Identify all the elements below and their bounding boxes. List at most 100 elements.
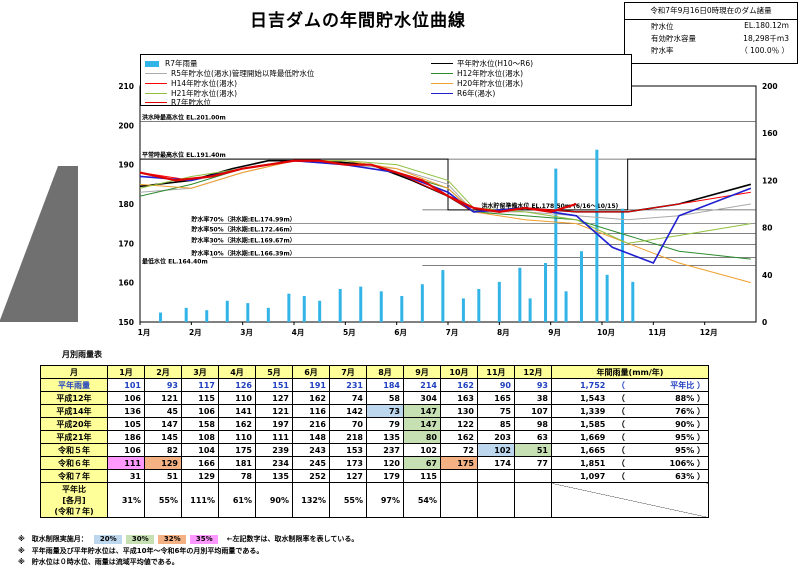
blank-cell (551, 482, 709, 518)
legend-item: H21年貯水位(渇水) (145, 88, 237, 99)
table-cell: 105 (107, 417, 145, 431)
ratio-cell: 31% (107, 482, 145, 518)
table-cell: 153 (329, 443, 367, 457)
y2-tick-label: 120 (762, 176, 778, 185)
table-cell: 90 (477, 378, 515, 392)
table-cell: 93 (514, 378, 552, 392)
chart-legend: R7年雨量 R5年貯水位(渇水)管理開始以降最低貯水位 H14年貯水位(渇水) H21… (140, 54, 632, 107)
annual-total: 1,851 (551, 456, 609, 470)
table-cell: 135 (255, 469, 293, 483)
legend-label: R7年貯水位 (171, 98, 211, 107)
legend-swatch (431, 93, 453, 94)
rain-bar (379, 291, 383, 322)
table-cell: 31 (107, 469, 145, 483)
table-header: 9月 (403, 365, 441, 379)
ratio-cell: 132% (292, 482, 330, 518)
reference-label: 貯水率50%（洪水期:EL.172.46m） (191, 226, 295, 234)
table-cell: 67 (403, 456, 441, 470)
table-cell: 45 (144, 404, 182, 418)
rain-bar (554, 168, 558, 322)
legend-swatch (431, 83, 453, 84)
table-cell: 116 (292, 404, 330, 418)
table-cell: 129 (144, 456, 182, 470)
legend-swatch (431, 73, 453, 74)
legend-item: H12年貯水位(渇水) (431, 68, 523, 79)
table-cell: 186 (107, 430, 145, 444)
table-cell (440, 469, 478, 483)
paren-open: （ (608, 430, 634, 444)
ratio-cell (440, 482, 478, 518)
note-restriction: ※ 取水制限実施月： 20% 30% 32% 35% ←左記数字は、取水制限率を表して… (18, 535, 359, 544)
annual-total: 1,097 (551, 469, 609, 483)
table-cell: 38 (514, 391, 552, 405)
table-cell: 162 (440, 378, 478, 392)
table-header: 年間雨量(mm/年) (551, 365, 709, 379)
table-cell: 111 (255, 430, 293, 444)
restriction-swatches: 20% 30% 32% 35% (90, 535, 219, 544)
series-line (139, 159, 577, 213)
legend-label: 平年貯水位(H10～R6) (457, 59, 534, 68)
rain-bar (544, 263, 548, 322)
reference-label: 洪水貯留準備水位 EL.178.50m (6/16～10/15) (481, 202, 618, 210)
table-cell: 93 (144, 378, 182, 392)
row-label: 平成20年 (40, 417, 108, 431)
table-header: 12月 (514, 365, 552, 379)
table-header: 2月 (144, 365, 182, 379)
dam-status-box: 令和7年9月16日0時現在のダム諸量 貯水位 EL.180.12m 有効貯水容量 1… (624, 2, 798, 64)
row-label: 令和７年 (40, 469, 108, 483)
rain-bar (318, 300, 322, 322)
table-cell: 147 (403, 404, 441, 418)
table-cell: 78 (218, 469, 256, 483)
legend-swatch (431, 63, 453, 64)
table-header-row: 月 1月 2月 3月 4月 5月 6月 7月 8月 9月 10月 11月 12月 年間雨量(mm/年) (40, 365, 709, 379)
annual-total: 1,543 (551, 391, 609, 405)
table-cell: 120 (366, 456, 404, 470)
table-cell: 197 (255, 417, 293, 431)
dam-status-row: 貯水率（ 100.0％ ） (651, 46, 789, 55)
table-cell: 163 (440, 391, 478, 405)
table-cell: 166 (181, 456, 219, 470)
table-cell: 181 (218, 456, 256, 470)
table-row: 令和７年 31 51 129 78 135 252 127 179 115 1,097 （63% ） (40, 469, 710, 483)
row-label: 平成14年 (40, 404, 108, 418)
table-cell: 77 (514, 456, 552, 470)
legend-swatch (145, 83, 167, 84)
legend-item: H14年貯水位(渇水) (145, 78, 237, 89)
table-header: 7月 (329, 365, 367, 379)
reference-label: 貯水率70%（洪水期:EL.174.99m） (191, 216, 295, 224)
table-cell: 79 (366, 417, 404, 431)
annual-ratio: 平年比 ） (633, 378, 710, 392)
rain-bar (528, 298, 532, 322)
table-cell: 214 (403, 378, 441, 392)
table-cell: 75 (477, 404, 515, 418)
legend-label: H20年貯水位(渇水) (457, 79, 524, 88)
ratio-cell: 55% (329, 482, 367, 518)
annual-total: 1,339 (551, 404, 609, 418)
paren-open: （ (608, 417, 634, 431)
table-cell: 203 (477, 430, 515, 444)
rain-bar (266, 307, 270, 322)
annual-ratio: 63% ） (633, 469, 710, 483)
table-cell: 237 (366, 443, 404, 457)
legend-label: R7年雨量 (165, 59, 198, 68)
rain-bar (477, 288, 481, 322)
legend-swatch (145, 60, 159, 67)
table-cell: 104 (181, 443, 219, 457)
annual-ratio: 90% ） (633, 417, 710, 431)
legend-label: H12年貯水位(渇水) (457, 69, 524, 78)
table-cell: 102 (403, 443, 441, 457)
note-measurement: ※ 貯水位は０時水位、雨量は流域平均値である。 (18, 558, 179, 566)
table-cell: 151 (255, 378, 293, 392)
table-cell: 231 (329, 378, 367, 392)
table-header: 8月 (366, 365, 404, 379)
ratio-cell (514, 482, 552, 518)
table-cell: 122 (440, 417, 478, 431)
rain-bar (518, 267, 522, 322)
row-label: 令和５年 (40, 443, 108, 457)
table-cell: 108 (181, 430, 219, 444)
table-cell: 174 (477, 456, 515, 470)
x-tick-label: 8月 (497, 328, 510, 337)
table-cell: 51 (144, 469, 182, 483)
water-level-chart: 貯水位(EL.m)雨量(mm)1501601701801902002100408… (0, 82, 778, 337)
rain-bar (461, 298, 465, 322)
